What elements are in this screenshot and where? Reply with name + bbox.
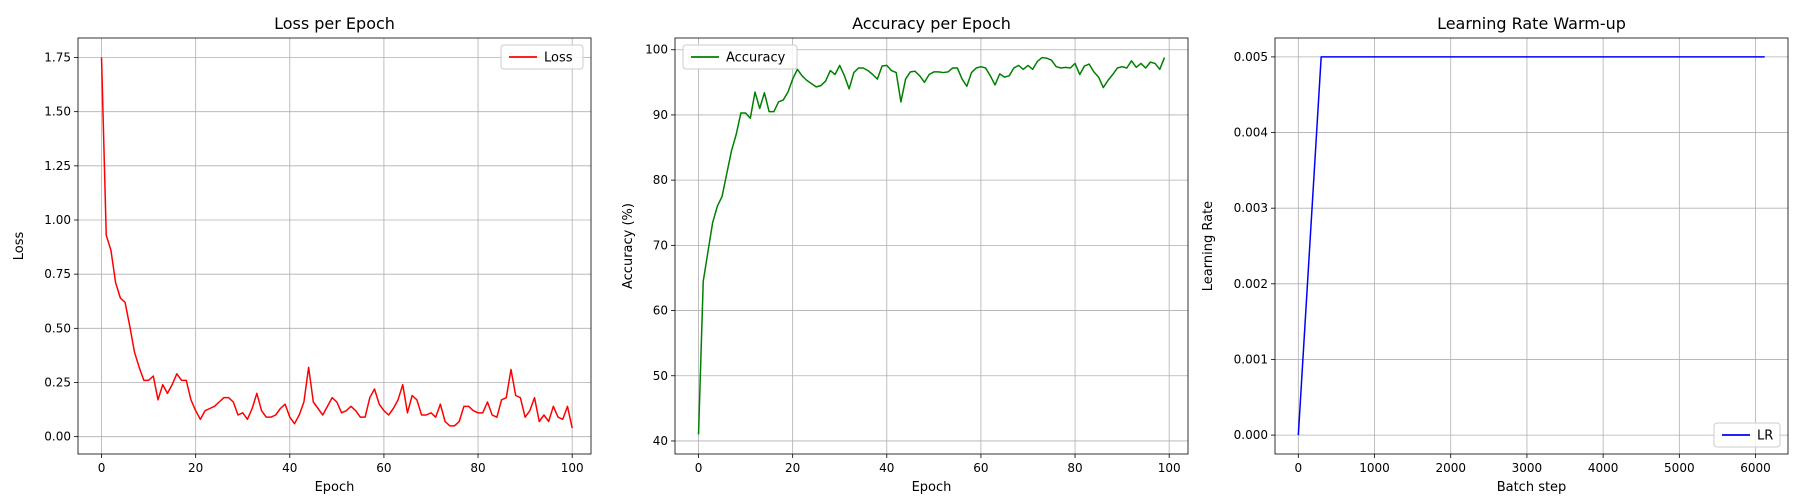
x-tick-label: 5000 [1664, 461, 1695, 475]
legend: Loss [500, 44, 584, 70]
legend-box [500, 44, 584, 70]
y-tick-label: 0.004 [1234, 126, 1268, 140]
chart-title: Learning Rate Warm-up [1437, 14, 1626, 33]
y-tick-label: 0.003 [1234, 201, 1268, 215]
y-tick-label: 1.75 [44, 51, 71, 65]
y-axis-label: Learning Rate [1201, 201, 1216, 291]
y-tick-label: 0.002 [1234, 277, 1268, 291]
x-tick-label: 0 [1294, 461, 1302, 475]
x-tick-label: 100 [561, 461, 584, 475]
series-line-loss [100, 57, 573, 429]
y-tick-label: 50 [653, 369, 668, 383]
x-tick-label: 40 [282, 461, 297, 475]
y-tick-label: 90 [653, 108, 668, 122]
y-tick-label: 100 [645, 43, 668, 57]
y-tick-label: 60 [653, 304, 668, 318]
axes-frame [1274, 37, 1789, 455]
x-axis-label: Batch step [1497, 480, 1567, 495]
series-line-lr [1297, 56, 1765, 436]
x-tick-label: 80 [1067, 461, 1082, 475]
x-tick-label: 40 [879, 461, 894, 475]
y-tick-label: 1.50 [44, 105, 71, 119]
chart-title: Loss per Epoch [274, 14, 395, 33]
legend: LR [1713, 422, 1781, 448]
chart-panel-1: 0 20 40 60 80 100 0.00 0.25 0.50 0.75 1.00 1.25 1.50… [12, 14, 592, 495]
x-tick-label: 6000 [1740, 461, 1771, 475]
x-tick-label: 1000 [1359, 461, 1390, 475]
legend: Accuracy [682, 44, 798, 70]
y-tick-label: 1.00 [44, 213, 71, 227]
y-tick-label: 1.25 [44, 159, 71, 173]
x-tick-label: 3000 [1512, 461, 1543, 475]
y-tick-label: 0.75 [44, 267, 71, 281]
x-axis-label: Epoch [315, 480, 355, 495]
axes-frame [77, 37, 592, 455]
series-line-accuracy [697, 56, 1166, 435]
legend-label: Loss [544, 51, 573, 66]
x-tick-label: 60 [973, 461, 988, 475]
legend-label: Accuracy [726, 51, 786, 66]
y-tick-label: 70 [653, 238, 668, 252]
x-tick-label: 0 [695, 461, 703, 475]
y-tick-label: 0.000 [1234, 428, 1268, 442]
x-tick-label: 100 [1158, 461, 1181, 475]
chart-title: Accuracy per Epoch [852, 14, 1011, 33]
y-tick-label: 80 [653, 173, 668, 187]
y-axis-label: Accuracy (%) [621, 203, 636, 289]
legend-box [682, 44, 798, 70]
x-tick-label: 80 [470, 461, 485, 475]
y-tick-label: 0.25 [44, 376, 71, 390]
chart-panel-3: 0 1000 2000 3000 4000 5000 6000 0.000 0.001 0.002… [1201, 14, 1789, 495]
chart-panel-2: 0 20 40 60 80 100 40 50 60 70 80 90 100 Accuracy per … [621, 14, 1189, 495]
y-tick-label: 40 [653, 434, 668, 448]
axes-frame [674, 37, 1189, 455]
x-tick-label: 0 [98, 461, 106, 475]
y-tick-label: 0.005 [1234, 50, 1268, 64]
x-tick-label: 20 [188, 461, 203, 475]
y-tick-label: 0.001 [1234, 352, 1268, 366]
x-axis-label: Epoch [912, 480, 952, 495]
legend-label: LR [1757, 429, 1773, 444]
x-tick-label: 4000 [1588, 461, 1619, 475]
x-tick-label: 20 [785, 461, 800, 475]
x-tick-label: 2000 [1435, 461, 1466, 475]
y-axis-label: Loss [12, 232, 27, 261]
y-tick-label: 0.50 [44, 321, 71, 335]
y-tick-label: 0.00 [44, 430, 71, 444]
x-tick-label: 60 [376, 461, 391, 475]
